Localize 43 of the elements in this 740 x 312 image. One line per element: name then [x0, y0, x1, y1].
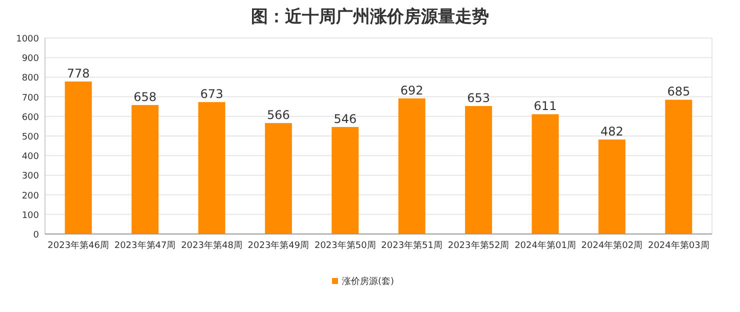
y-tick-label: 100	[22, 210, 40, 221]
y-tick-label: 500	[22, 132, 40, 142]
bar	[532, 114, 559, 234]
y-tick-label: 300	[22, 172, 40, 182]
y-tick-label: 400	[22, 152, 40, 162]
data-label: 611	[534, 99, 557, 114]
data-label: 778	[66, 66, 90, 81]
data-label: 673	[200, 87, 224, 102]
x-tick-label: 2023年第49周	[248, 240, 310, 251]
bar	[398, 98, 426, 234]
x-tick-label: 2023年第47周	[114, 240, 176, 251]
bar	[465, 106, 492, 234]
y-tick-label: 900	[22, 54, 40, 64]
x-tick-label: 2023年第46周	[48, 240, 110, 251]
data-label: 653	[467, 91, 490, 106]
data-label: 566	[266, 108, 290, 122]
data-label: 658	[134, 90, 157, 104]
bar	[665, 100, 692, 234]
bar	[264, 123, 292, 234]
y-tick-label: 200	[22, 191, 40, 202]
legend-label: 涨价房源(套)	[342, 276, 394, 287]
bar	[132, 105, 159, 234]
x-tick-label: 2024年第01周	[514, 240, 576, 251]
y-tick-label: 0	[33, 230, 40, 240]
x-tick-label: 2023年第52周	[448, 240, 510, 251]
bar	[598, 140, 626, 234]
y-tick-label: 1000	[16, 34, 40, 44]
x-tick-label: 2023年第51周	[381, 240, 443, 251]
x-tick-label: 2024年第02周	[581, 240, 643, 251]
chart-title: 图：近十周广州涨价房源量走势	[251, 7, 489, 27]
bar	[332, 126, 359, 234]
bar	[64, 82, 92, 234]
y-tick-label: 800	[22, 74, 40, 84]
y-tick-label: 700	[22, 93, 40, 104]
x-tick-label: 2024年第03周	[648, 240, 710, 251]
data-label: 692	[400, 83, 424, 98]
data-label: 482	[600, 124, 624, 139]
data-label: 546	[334, 112, 357, 126]
y-tick-label: 600	[22, 112, 40, 123]
x-tick-label: 2023年第48周	[181, 240, 242, 251]
bar	[198, 102, 226, 234]
x-tick-label: 2023年第50周	[314, 240, 376, 251]
data-label: 685	[667, 84, 690, 99]
